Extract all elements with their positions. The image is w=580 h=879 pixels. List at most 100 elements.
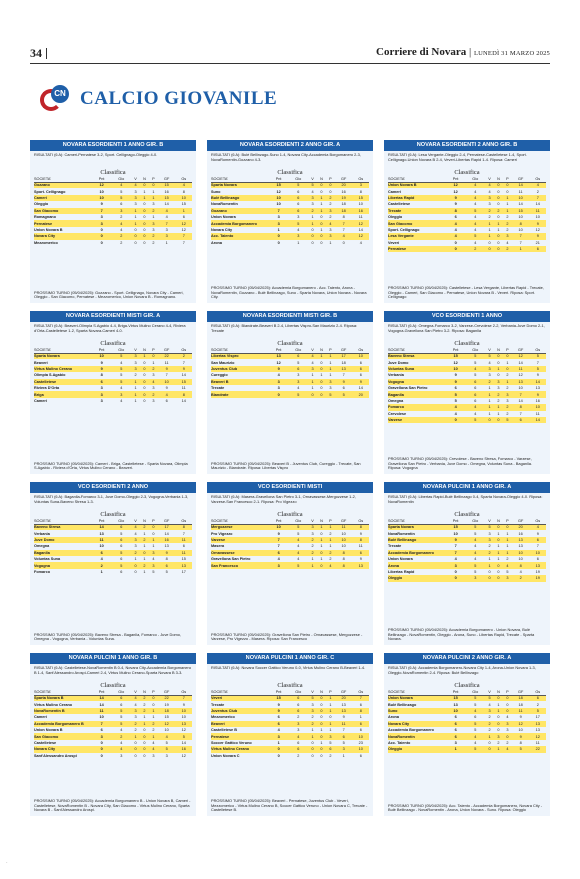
stat-cell: 1 — [493, 707, 504, 715]
stat-cell: 0 — [493, 233, 504, 240]
stat-cell: 18 — [157, 707, 176, 715]
stat-cell: 0 — [152, 702, 155, 707]
table-header-row: SOCIETA' Pnt Gio V N P GF Gs — [388, 176, 546, 183]
column-header: SOCIETA' — [211, 347, 269, 354]
column-header: Gio — [288, 347, 309, 354]
stat-cell: 0 — [446, 575, 466, 582]
stat-cell: 1 — [329, 360, 332, 365]
stat-cell: 6 — [529, 536, 546, 544]
stat-cell: 9 — [454, 373, 457, 378]
team-name: Acc. Taiento — [211, 233, 269, 240]
column-header: Gio — [288, 518, 309, 525]
stat-cell: 13 — [453, 702, 458, 707]
team-name: Novara City — [211, 227, 233, 232]
stat-cell: 0 — [320, 715, 323, 720]
stat-cell: 3 — [131, 536, 140, 544]
stat-cell: 5 — [465, 695, 486, 702]
stat-cell: 6 — [454, 728, 457, 733]
team-name: Virtus Mulino Cerano — [211, 746, 269, 753]
stat-cell: 10 — [535, 215, 540, 220]
classifica-label: Classifica — [277, 169, 303, 176]
stat-cell: 1 — [139, 720, 150, 727]
stat-cell: 4 — [111, 220, 132, 227]
stat-cell: 3 — [506, 728, 509, 733]
card-title: VCO ESORDIENTI MISTI — [207, 482, 373, 493]
stat-cell: 4 — [465, 194, 486, 202]
stat-cell: 7 — [519, 240, 522, 245]
stat-cell: 3 — [308, 194, 317, 202]
team-name: Masera — [211, 544, 225, 549]
stat-cell: 6 — [454, 215, 457, 220]
standings-card: VCO ESORDIENTI 2 ANNO RISULTATI (6 A): Ba… — [30, 482, 196, 645]
table-row: San Giacomo 3 2 1 0 1 4 5 — [34, 733, 192, 740]
page-number-divider — [46, 48, 47, 59]
team-name: NovaRomentin — [388, 733, 446, 740]
stat-cell: 1 — [308, 378, 317, 385]
stat-cell: 11 — [175, 549, 192, 556]
stat-cell: 3 — [269, 378, 289, 385]
stat-cell: 0 — [277, 240, 280, 245]
stat-cell: 2 — [488, 728, 491, 733]
stat-cell: 6 — [359, 753, 362, 758]
stat-cell: 6 — [288, 365, 309, 373]
stat-cell: 6 — [536, 557, 539, 562]
stat-cell: 0 — [320, 189, 323, 194]
column-header: V — [308, 518, 317, 525]
stat-cell: 3 — [288, 378, 309, 385]
stat-cell: 4 — [131, 182, 140, 189]
stat-cell: 5 — [297, 531, 300, 536]
stat-cell: 10 — [453, 531, 458, 536]
stat-cell: 0 — [100, 740, 103, 745]
table-row: Briga 3 3 1 0 2 4 8 — [34, 391, 192, 398]
table-row: Novara City 0 2 0 0 2 3 7 — [34, 233, 192, 240]
table-row: Gozzano 12 4 4 0 0 15 4 — [34, 182, 192, 189]
stat-cell: 6 — [474, 398, 477, 403]
stat-cell: 15 — [446, 353, 466, 360]
stat-cell: 2 — [503, 220, 512, 227]
stat-cell: 0 — [316, 549, 327, 556]
table-row: Accademia Borgomanero 3 5 1 0 4 7 12 — [211, 220, 369, 227]
table-row: Oleggio 6 4 2 0 2 10 10 — [388, 214, 546, 220]
column-header: GF — [334, 176, 353, 183]
column-header: Gs — [529, 689, 546, 696]
table-row: Virtus Mulino Cerano 0 6 0 0 6 3 10 — [211, 746, 369, 753]
stat-cell: 11 — [92, 707, 112, 715]
team-name: Omegna — [388, 398, 404, 403]
stat-cell: 18 — [334, 207, 353, 214]
column-header: N — [493, 176, 504, 183]
stat-cell: 0 — [497, 715, 500, 720]
stat-cell: 4 — [503, 746, 512, 753]
stat-cell: 5 — [111, 549, 132, 556]
stat-cell: 0 — [320, 215, 323, 220]
column-header: Gs — [352, 518, 369, 525]
stat-cell: 0 — [143, 728, 146, 733]
stat-cell: 0 — [143, 215, 146, 220]
stat-cell: 5 — [474, 569, 477, 574]
table-row: Cameri 12 4 4 0 0 11 2 — [388, 188, 546, 194]
stat-cell: 1 — [143, 557, 146, 562]
standings-table: SOCIETA' Pnt Gio V N P GF Gs Gozzano 12 4 4 0 0 15 4 Spo… — [34, 176, 192, 246]
team-name: Accademia Borgomanero — [388, 549, 446, 556]
stat-cell: 2 — [111, 233, 132, 240]
stat-cell: 2 — [149, 365, 158, 373]
stat-cell: 10 — [99, 544, 104, 549]
table-row: Masera 7 4 2 1 1 10 11 — [211, 543, 369, 549]
stat-cell: 4 — [465, 549, 486, 556]
stat-cell: 4 — [100, 557, 103, 562]
table-row: Omegna 10 6 3 1 1 13 6 — [34, 543, 192, 549]
table-row: Arona 3 5 1 0 4 8 13 — [388, 562, 546, 569]
stat-cell: 5 — [111, 378, 132, 385]
stat-cell: 9 — [277, 702, 280, 707]
stat-cell: 6 — [454, 386, 457, 391]
stat-cell: 22 — [157, 695, 176, 702]
table-header-row: SOCIETA' Pnt Gio V N P GF Gs — [34, 689, 192, 696]
stat-cell: 13 — [518, 544, 523, 549]
stat-cell: 3 — [326, 378, 335, 385]
stat-cell: 7 — [92, 207, 112, 214]
logo-blue-disc: CN — [51, 85, 69, 103]
stat-cell: 5 — [334, 391, 353, 398]
table-row: Beaveri 6 3 2 0 1 11 6 — [211, 720, 369, 727]
stat-cell: 0 — [493, 524, 504, 531]
stat-cell: 6 — [465, 391, 486, 398]
stat-cell: 3 — [269, 220, 289, 227]
